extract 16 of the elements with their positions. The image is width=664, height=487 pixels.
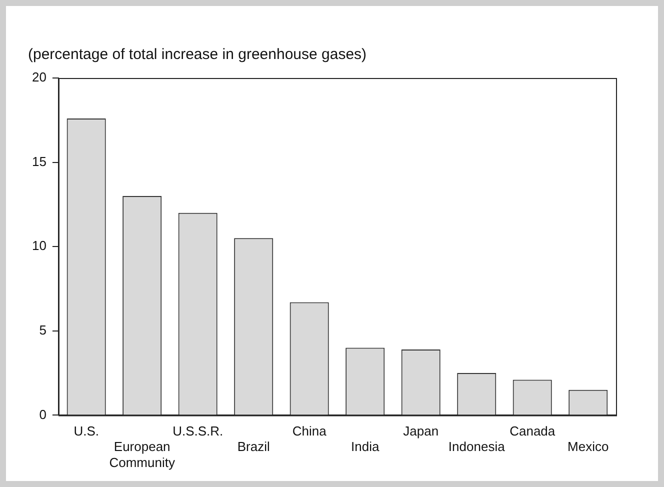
y-tick-label: 5 <box>39 322 46 338</box>
x-tick-label: Canada <box>510 424 556 439</box>
y-tick-label: 20 <box>32 70 46 85</box>
y-tick-label: 10 <box>32 238 46 254</box>
x-tick-label: Indonesia <box>448 439 506 454</box>
x-tick-label: Brazil <box>237 439 270 454</box>
x-tick-label: Mexico <box>568 439 609 454</box>
x-tick-label: European Community <box>109 439 176 470</box>
x-tick-label: U.S. <box>74 424 99 439</box>
x-tick-label: China <box>292 424 328 439</box>
y-tick-label: 0 <box>39 406 46 422</box>
y-axis-title: (percentage of total increase in greenhouse gases) <box>28 46 367 63</box>
y-tick-label: 15 <box>32 154 46 169</box>
x-tick-label: India <box>351 439 380 454</box>
x-tick-label: U.S.S.R. <box>172 424 224 439</box>
x-tick-label: Japan <box>403 424 439 439</box>
